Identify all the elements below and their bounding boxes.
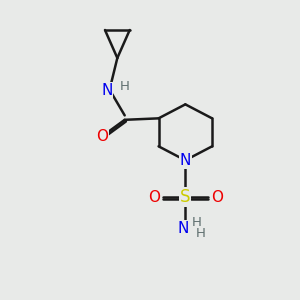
Text: N: N bbox=[101, 83, 113, 98]
Text: S: S bbox=[180, 188, 190, 206]
Text: O: O bbox=[211, 190, 223, 205]
Text: N: N bbox=[177, 220, 189, 236]
Text: O: O bbox=[97, 128, 109, 143]
Text: N: N bbox=[180, 153, 191, 168]
Text: H: H bbox=[120, 80, 130, 93]
Text: H: H bbox=[192, 216, 202, 229]
Text: O: O bbox=[148, 190, 160, 205]
Text: H: H bbox=[196, 227, 206, 240]
